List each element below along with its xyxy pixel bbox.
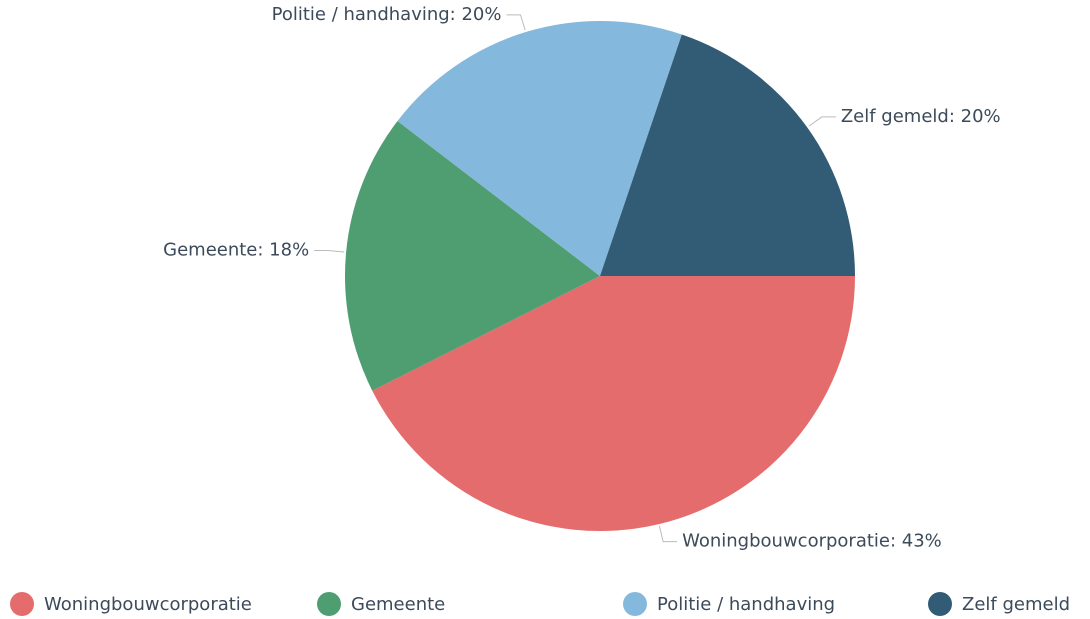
legend-swatch xyxy=(10,592,34,616)
legend-swatch xyxy=(928,592,952,616)
leader-line xyxy=(506,14,526,31)
legend-label: Gemeente xyxy=(351,594,445,615)
pie-slice xyxy=(397,21,682,276)
pie-slice xyxy=(344,121,600,391)
leader-line xyxy=(658,525,678,543)
data-label: Woningbouwcorporatie: 43% xyxy=(682,531,942,552)
data-label: Politie / handhaving: 20% xyxy=(272,4,502,25)
pie-slice xyxy=(372,276,856,531)
legend-swatch xyxy=(623,592,647,616)
data-label: Zelf gemeld: 20% xyxy=(841,106,1001,127)
leader-line xyxy=(314,250,345,253)
pie-slice xyxy=(600,34,855,276)
legend-label: Woningbouwcorporatie xyxy=(44,594,252,615)
data-label: Gemeente: 18% xyxy=(163,240,309,261)
legend-label: Politie / handhaving xyxy=(657,594,835,615)
leader-line xyxy=(808,116,836,127)
legend-label: Zelf gemeld xyxy=(962,594,1070,615)
legend-swatch xyxy=(317,592,341,616)
